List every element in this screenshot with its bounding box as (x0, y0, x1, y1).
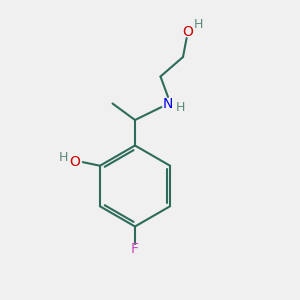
Text: O: O (182, 25, 193, 38)
Text: H: H (194, 18, 204, 32)
Text: N: N (163, 97, 173, 110)
Text: F: F (131, 242, 139, 256)
Text: H: H (59, 151, 69, 164)
Text: H: H (176, 100, 185, 114)
Text: O: O (69, 155, 80, 169)
